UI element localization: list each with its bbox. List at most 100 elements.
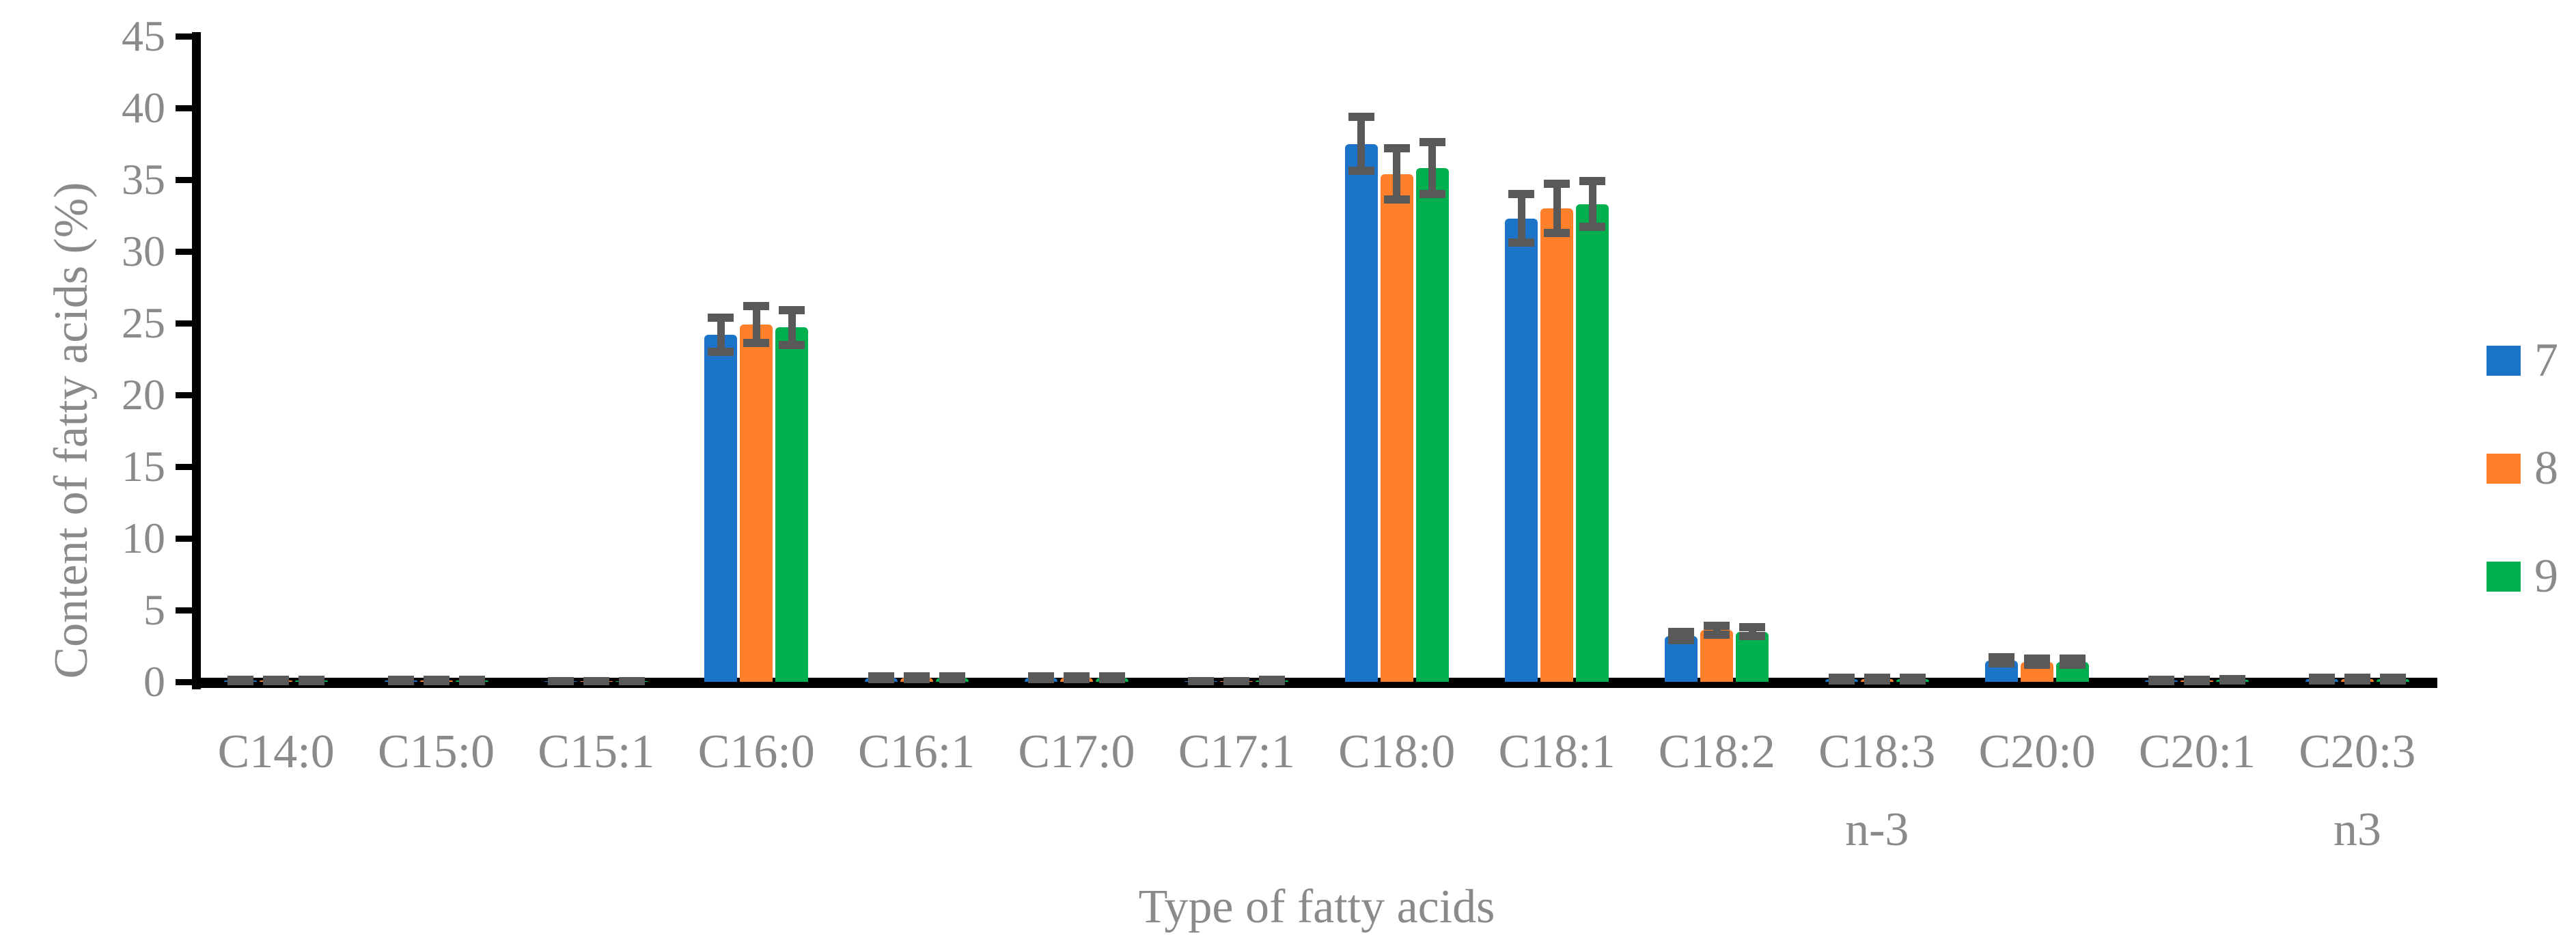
error-bar-cap-bottom xyxy=(903,674,930,683)
error-bar-cap-top xyxy=(1704,622,1730,631)
bar-9-C18:1 xyxy=(1576,204,1609,682)
legend-entry-8: 8 xyxy=(2487,445,2558,493)
bar-8-C16:0 xyxy=(740,325,773,682)
error-bar-cap-bottom xyxy=(1383,195,1410,204)
y-tick-mark xyxy=(176,249,196,255)
error-bar-cap-bottom xyxy=(1063,674,1090,683)
x-tick-label-C18:3: C18:3 n-3 xyxy=(1797,726,1957,857)
error-bar-cap-top xyxy=(1348,112,1374,121)
error-bar-line xyxy=(1677,631,1685,641)
y-tick-mark xyxy=(176,536,196,542)
error-bar-line xyxy=(1357,116,1366,171)
legend: 7 8 9 xyxy=(2487,337,2558,661)
error-bar-cap-bottom xyxy=(618,677,645,686)
y-tick-mark xyxy=(176,33,196,40)
error-bar-cap-top xyxy=(1579,177,1606,186)
y-tick-label: 10 xyxy=(122,514,165,562)
bar-8-C18:2 xyxy=(1700,630,1734,682)
bar-7-C16:0 xyxy=(704,334,738,682)
x-tick-label-C15:1: C15:1 xyxy=(538,726,655,778)
error-bar-cap-bottom xyxy=(2148,676,2175,685)
y-tick-label: 45 xyxy=(122,12,165,60)
error-bar-line xyxy=(1588,181,1596,228)
y-tick-label: 40 xyxy=(122,83,165,132)
y-tick-label: 5 xyxy=(143,585,165,634)
legend-swatch-8 xyxy=(2487,454,2521,484)
error-bar-cap-bottom xyxy=(1027,674,1054,683)
error-bar-cap-bottom xyxy=(227,676,254,685)
error-bar-cap-bottom xyxy=(458,676,485,685)
error-bar-cap-bottom xyxy=(708,348,734,356)
error-bar-cap-bottom xyxy=(868,674,894,683)
bar-9-C18:0 xyxy=(1415,168,1449,682)
bar-7-C18:1 xyxy=(1505,218,1538,682)
x-tick-label-C18:2: C18:2 xyxy=(1658,726,1775,778)
x-tick-label-C14:0: C14:0 xyxy=(217,726,335,778)
error-bar-cap-bottom xyxy=(583,677,609,686)
y-tick-mark xyxy=(176,464,196,470)
error-bar-cap-bottom xyxy=(1188,677,1215,686)
error-bar-cap-bottom xyxy=(2219,676,2246,685)
error-bar-cap-bottom xyxy=(939,674,965,683)
error-bar-cap-bottom xyxy=(1668,636,1695,645)
y-tick-label: 20 xyxy=(122,370,165,419)
x-tick-label-C18:1: C18:1 xyxy=(1498,726,1616,778)
y-tick-label: 0 xyxy=(143,657,165,706)
error-bar-cap-bottom xyxy=(1419,190,1445,198)
error-bar-cap-top xyxy=(708,313,734,322)
error-bar-cap-top xyxy=(1419,138,1445,147)
error-bar-cap-bottom xyxy=(547,677,574,686)
error-bar-cap-top xyxy=(1544,180,1570,189)
error-bar-cap-top xyxy=(1668,627,1695,636)
error-bar-cap-top xyxy=(1383,143,1410,152)
error-bar-cap-top xyxy=(1508,190,1535,198)
error-bar-line xyxy=(1748,627,1756,636)
x-tick-label-C20:1: C20:1 xyxy=(2138,726,2256,778)
error-bar-line xyxy=(1393,148,1401,200)
error-bar-cap-bottom xyxy=(1828,676,1855,685)
error-bar-cap-bottom xyxy=(423,676,449,685)
x-tick-label-C18:0: C18:0 xyxy=(1338,726,1456,778)
x-tick-label-C16:0: C16:0 xyxy=(697,726,815,778)
bar-9-C16:0 xyxy=(775,327,809,682)
x-axis-line xyxy=(192,678,2437,688)
error-bar-cap-bottom xyxy=(1098,674,1125,683)
legend-label-7: 7 xyxy=(2534,334,2558,387)
y-tick-label: 35 xyxy=(122,155,165,204)
error-bar-line xyxy=(788,310,796,345)
y-tick-mark xyxy=(176,320,196,327)
x-tick-label-C20:0: C20:0 xyxy=(1978,726,2096,778)
error-bar-line xyxy=(1517,194,1525,243)
x-tick-sublabel: n3 xyxy=(2333,803,2381,856)
y-axis-line xyxy=(192,32,201,689)
error-bar-cap-bottom xyxy=(1544,228,1570,237)
legend-swatch-9 xyxy=(2487,562,2521,592)
legend-label-9: 9 xyxy=(2534,550,2558,603)
y-tick-mark xyxy=(176,679,196,685)
error-bar-cap-bottom xyxy=(2184,676,2211,685)
error-bar-cap-bottom xyxy=(1348,167,1374,176)
error-bar-cap-top xyxy=(779,306,805,315)
error-bar-line xyxy=(717,317,725,352)
error-bar-line xyxy=(1713,626,1721,635)
y-tick-mark xyxy=(176,607,196,614)
error-bar-cap-bottom xyxy=(387,676,414,685)
x-tick-label-C17:1: C17:1 xyxy=(1178,726,1295,778)
y-tick-mark xyxy=(176,392,196,398)
legend-swatch-7 xyxy=(2487,346,2521,376)
y-tick-label: 30 xyxy=(122,227,165,275)
y-tick-label: 15 xyxy=(122,442,165,491)
error-bar-cap-bottom xyxy=(1579,223,1606,232)
y-tick-mark xyxy=(176,105,196,111)
error-bar-cap-top xyxy=(1739,623,1766,632)
error-bar-cap-bottom xyxy=(1508,238,1535,247)
x-axis-title: Type of fatty acids xyxy=(1138,881,1495,933)
bar-7-C18:0 xyxy=(1344,143,1378,682)
error-bar-cap-bottom xyxy=(743,339,770,348)
error-bar-cap-bottom xyxy=(1899,676,1926,685)
error-bar-cap-bottom xyxy=(2379,676,2406,685)
x-tick-label-C16:1: C16:1 xyxy=(858,726,975,778)
y-tick-mark xyxy=(176,177,196,183)
legend-entry-9: 9 xyxy=(2487,553,2558,601)
x-tick-label-C15:0: C15:0 xyxy=(377,726,495,778)
